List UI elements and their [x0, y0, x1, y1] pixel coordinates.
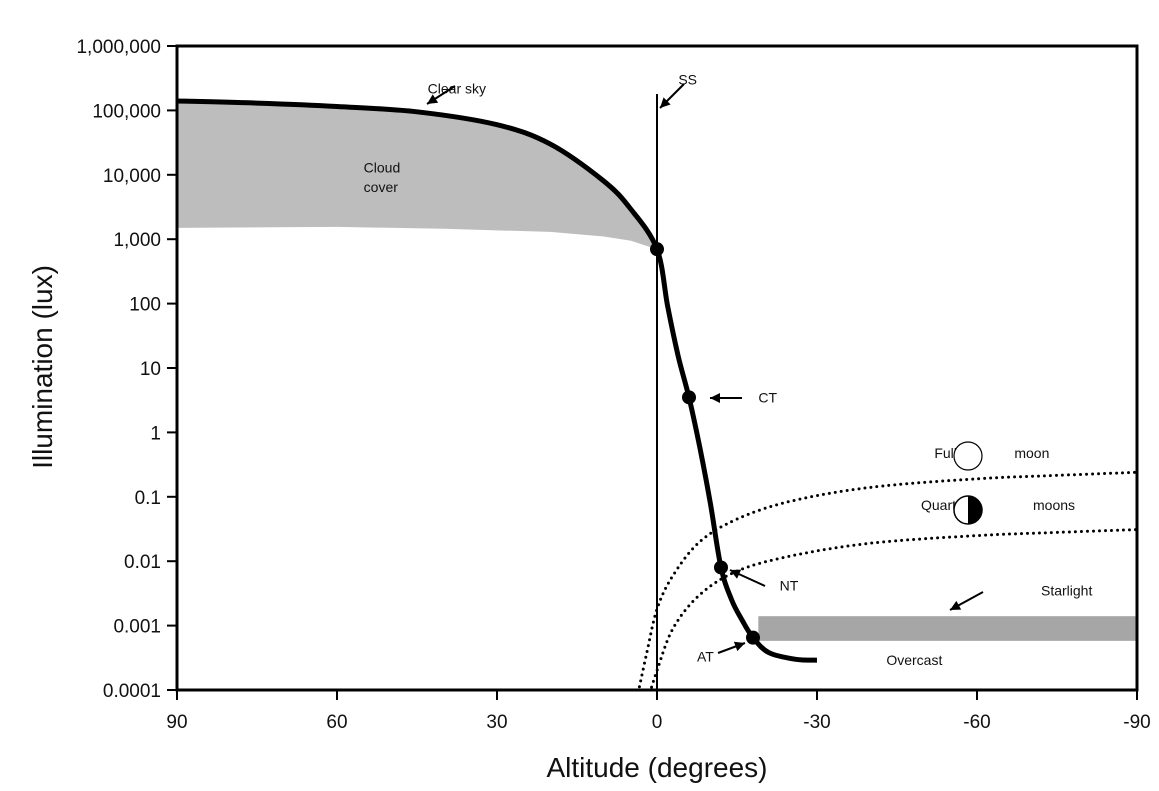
- y-tick-label: 0.001: [113, 617, 161, 638]
- x-axis: 90 60 30 0 -30 -60 -90: [166, 690, 1151, 733]
- x-tick-label: -60: [963, 712, 990, 733]
- starlight-band: [758, 616, 1137, 641]
- y-tick-label: 10: [140, 359, 161, 380]
- y-tick-label: 100: [129, 295, 161, 316]
- starlight-arrow-head: [950, 600, 962, 610]
- y-axis-title: Illumination (lux): [27, 265, 58, 469]
- series-layer: [177, 98, 1137, 690]
- moon-symbols: [953, 441, 983, 525]
- annotation-overcast: Overcast: [886, 652, 942, 668]
- x-tick-label: -90: [1123, 712, 1150, 733]
- clear-sky-curve: [177, 98, 818, 663]
- annotation-moon: moon: [1014, 445, 1049, 461]
- marker-at: [746, 630, 760, 645]
- cloud-cover-band: [177, 101, 657, 250]
- cloud-cover-layer: [177, 101, 657, 250]
- nt-arrow-head: [730, 569, 742, 579]
- y-tick-label: 0.1: [135, 488, 161, 509]
- y-tick-label: 1: [150, 423, 161, 444]
- y-axis: 0.0001 0.001 0.01 0.1 1 10 100 1,000 10,000 100,0…: [76, 37, 177, 702]
- y-tick-label: 1,000,000: [76, 37, 161, 58]
- starlight-layer: [758, 616, 1137, 641]
- x-tick-label: 60: [326, 712, 347, 733]
- annotation-at: AT: [697, 649, 714, 665]
- ct-arrow-head: [710, 393, 720, 403]
- quarter-moon-shade: [968, 496, 982, 524]
- clear-sky-arrow-head: [427, 94, 439, 104]
- full-moon-icon: [953, 441, 983, 471]
- x-tick-label: 0: [652, 712, 663, 733]
- marker-layer: [650, 242, 760, 645]
- marker-nt: [714, 560, 728, 575]
- at-arrow-head: [733, 641, 745, 652]
- annotation-ct: CT: [758, 389, 777, 405]
- x-tick-label: 30: [486, 712, 507, 733]
- marker-ss: [650, 242, 664, 257]
- marker-ct: [682, 390, 696, 405]
- x-axis-title: Altitude (degrees): [546, 752, 767, 783]
- quarter-moon-curve: [649, 528, 1137, 690]
- y-tick-label: 0.0001: [103, 681, 161, 702]
- annotation-full: Full: [934, 445, 957, 461]
- annotation-nt: NT: [780, 577, 799, 593]
- x-tick-label: 90: [166, 712, 187, 733]
- annotation-cover: cover: [364, 179, 399, 195]
- annotation-cloud: Cloud: [364, 159, 401, 175]
- annotation-clear-sky: Clear sky: [428, 80, 486, 96]
- full-moon-curve: [637, 470, 1137, 690]
- x-tick-label: -30: [803, 712, 830, 733]
- y-tick-label: 1,000: [113, 230, 161, 251]
- y-tick-label: 10,000: [103, 166, 161, 187]
- y-tick-label: 100,000: [92, 101, 161, 122]
- annotation-ss: SS: [678, 72, 697, 88]
- y-tick-label: 0.01: [124, 552, 161, 573]
- annotation-moons: moons: [1033, 497, 1075, 513]
- annotation-starlight: Starlight: [1041, 583, 1092, 599]
- ss-arrow-head: [660, 97, 671, 108]
